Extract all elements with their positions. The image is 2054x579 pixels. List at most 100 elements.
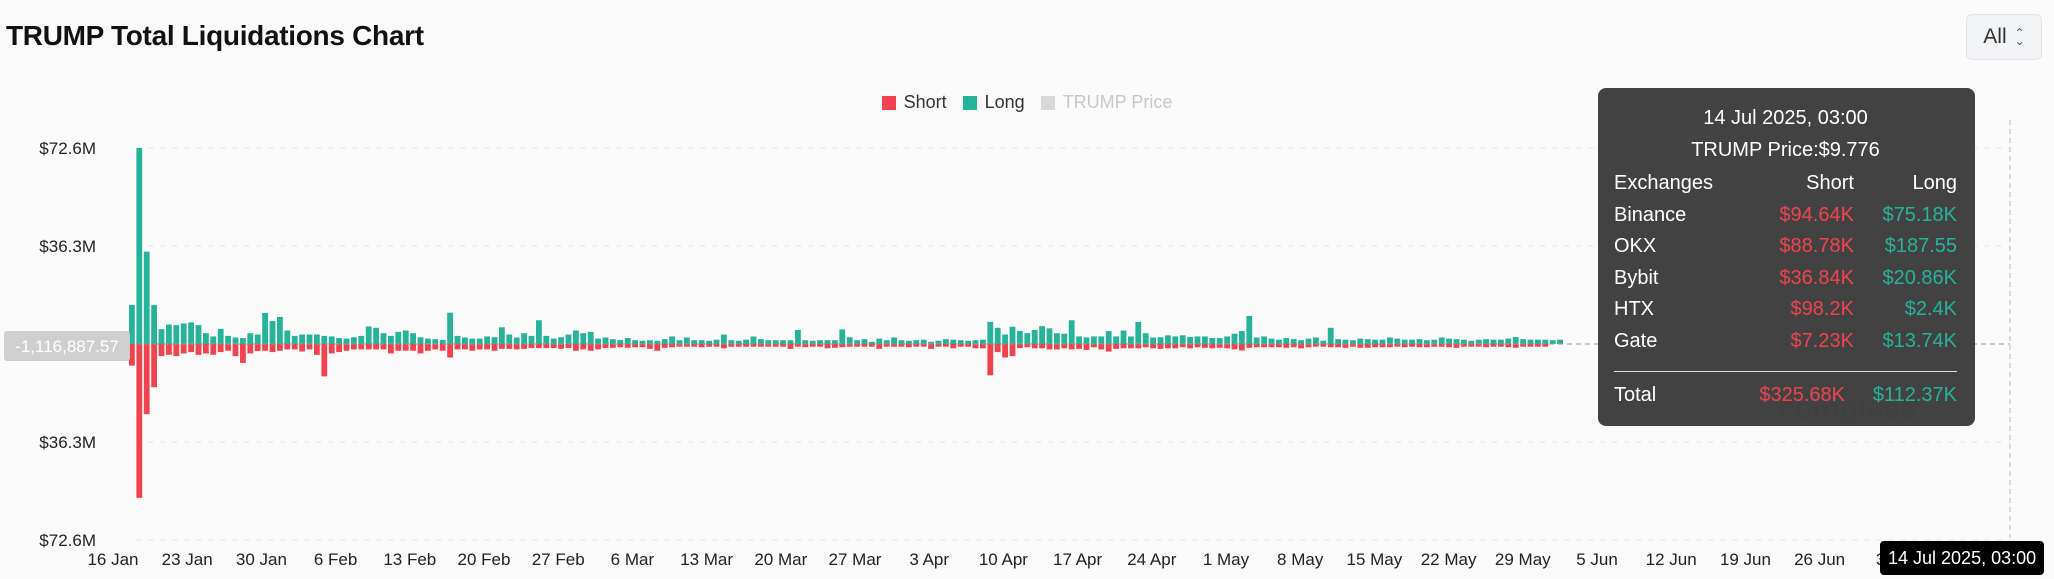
bar-long — [388, 335, 394, 344]
bar-short — [809, 344, 816, 347]
bar-long — [432, 339, 439, 344]
bar-long — [1320, 340, 1327, 344]
bar-long — [1453, 339, 1460, 344]
bar-long — [454, 335, 461, 344]
bar-long — [1431, 339, 1438, 344]
bar-long — [706, 340, 712, 344]
bar-long — [691, 340, 698, 344]
bar-long — [1542, 339, 1549, 344]
bar-long — [151, 305, 157, 344]
bar-short — [1372, 344, 1378, 348]
bar-short — [1061, 344, 1068, 349]
bar-short — [817, 344, 823, 347]
bar-short — [343, 344, 350, 351]
bar-short — [610, 344, 616, 348]
legend-item-long[interactable]: Long — [962, 92, 1025, 113]
bar-short — [854, 344, 860, 347]
bar-long — [395, 331, 402, 344]
bar-short — [832, 344, 838, 348]
tooltip-row: OKX $88.78K $187.55 — [1614, 231, 1957, 263]
tooltip-total-label: Total — [1614, 384, 1657, 406]
bar-long — [1387, 337, 1393, 344]
y-tick-label: $72.6M — [39, 139, 96, 158]
bar-long — [321, 335, 328, 344]
bar-short — [950, 344, 957, 349]
bar-long — [136, 148, 143, 344]
bar-long — [876, 338, 883, 344]
bar-short — [1261, 344, 1267, 348]
bar-long — [787, 340, 794, 344]
legend-swatch-short — [881, 95, 896, 110]
page-title: TRUMP Total Liquidations Chart — [6, 20, 424, 51]
bar-short — [1002, 344, 1008, 358]
bar-long — [291, 335, 298, 344]
bar-short — [913, 344, 920, 347]
bar-short — [684, 344, 690, 347]
bar-long — [195, 325, 202, 344]
bar-short — [1202, 344, 1208, 348]
tooltip-exchange: Bybit — [1614, 266, 1659, 289]
bar-short — [203, 344, 209, 354]
bar-short — [565, 344, 572, 349]
bar-short — [1246, 344, 1253, 348]
bar-short — [1165, 344, 1171, 349]
bar-long — [780, 340, 786, 344]
bar-short — [1542, 344, 1549, 347]
bar-long — [994, 327, 1001, 344]
bar-long — [1239, 331, 1245, 344]
bar-long — [203, 333, 209, 344]
bar-long — [861, 339, 868, 344]
bar-long — [1512, 336, 1519, 344]
bar-short — [943, 344, 949, 347]
bar-short — [580, 344, 587, 350]
bar-short — [1313, 344, 1319, 347]
bar-long — [1305, 338, 1312, 344]
chevron-updown-icon: ⌃ ⌄ — [2014, 26, 2025, 48]
bar-short — [151, 344, 157, 388]
bar-short — [765, 344, 772, 347]
bar-long — [1490, 339, 1497, 344]
bar-long — [491, 337, 498, 344]
range-select[interactable]: All ⌃ ⌄ — [1966, 14, 2042, 60]
bar-short — [1505, 344, 1512, 348]
bar-long — [373, 327, 379, 344]
range-select-value: All — [1983, 25, 2007, 48]
bar-long — [254, 334, 261, 344]
tooltip-exchange: Binance — [1614, 203, 1687, 226]
bar-long — [1024, 333, 1031, 344]
x-tick-label: 22 May — [1421, 550, 1477, 569]
bar-long — [1039, 326, 1045, 344]
bar-long — [1372, 339, 1378, 344]
bar-short — [1105, 344, 1112, 352]
bar-long — [1475, 339, 1482, 344]
bar-short — [247, 344, 254, 354]
bar-short — [846, 344, 853, 347]
legend-item-price[interactable]: TRUMP Price — [1040, 92, 1172, 113]
bar-long — [306, 334, 313, 344]
bar-long — [402, 330, 409, 344]
bar-long — [913, 340, 920, 344]
x-tick-label: 29 May — [1495, 550, 1551, 569]
bar-short — [1209, 344, 1216, 349]
bar-long — [365, 326, 372, 344]
bar-long — [817, 340, 823, 344]
bar-short — [402, 344, 409, 351]
bar-short — [277, 344, 283, 351]
bar-long — [713, 339, 720, 344]
bar-long — [1327, 327, 1334, 344]
bar-long — [439, 339, 446, 344]
bar-long — [550, 338, 557, 344]
bar-long — [1061, 333, 1068, 344]
bar-long — [1179, 335, 1186, 344]
bar-short — [647, 344, 653, 349]
bar-short — [1520, 344, 1526, 347]
bar-long — [595, 338, 601, 344]
bar-long — [269, 321, 276, 344]
bar-short — [1046, 344, 1053, 350]
legend-item-short[interactable]: Short — [881, 92, 947, 113]
bar-short — [136, 344, 143, 498]
bar-short — [1009, 344, 1016, 357]
bar-long — [1298, 340, 1304, 344]
